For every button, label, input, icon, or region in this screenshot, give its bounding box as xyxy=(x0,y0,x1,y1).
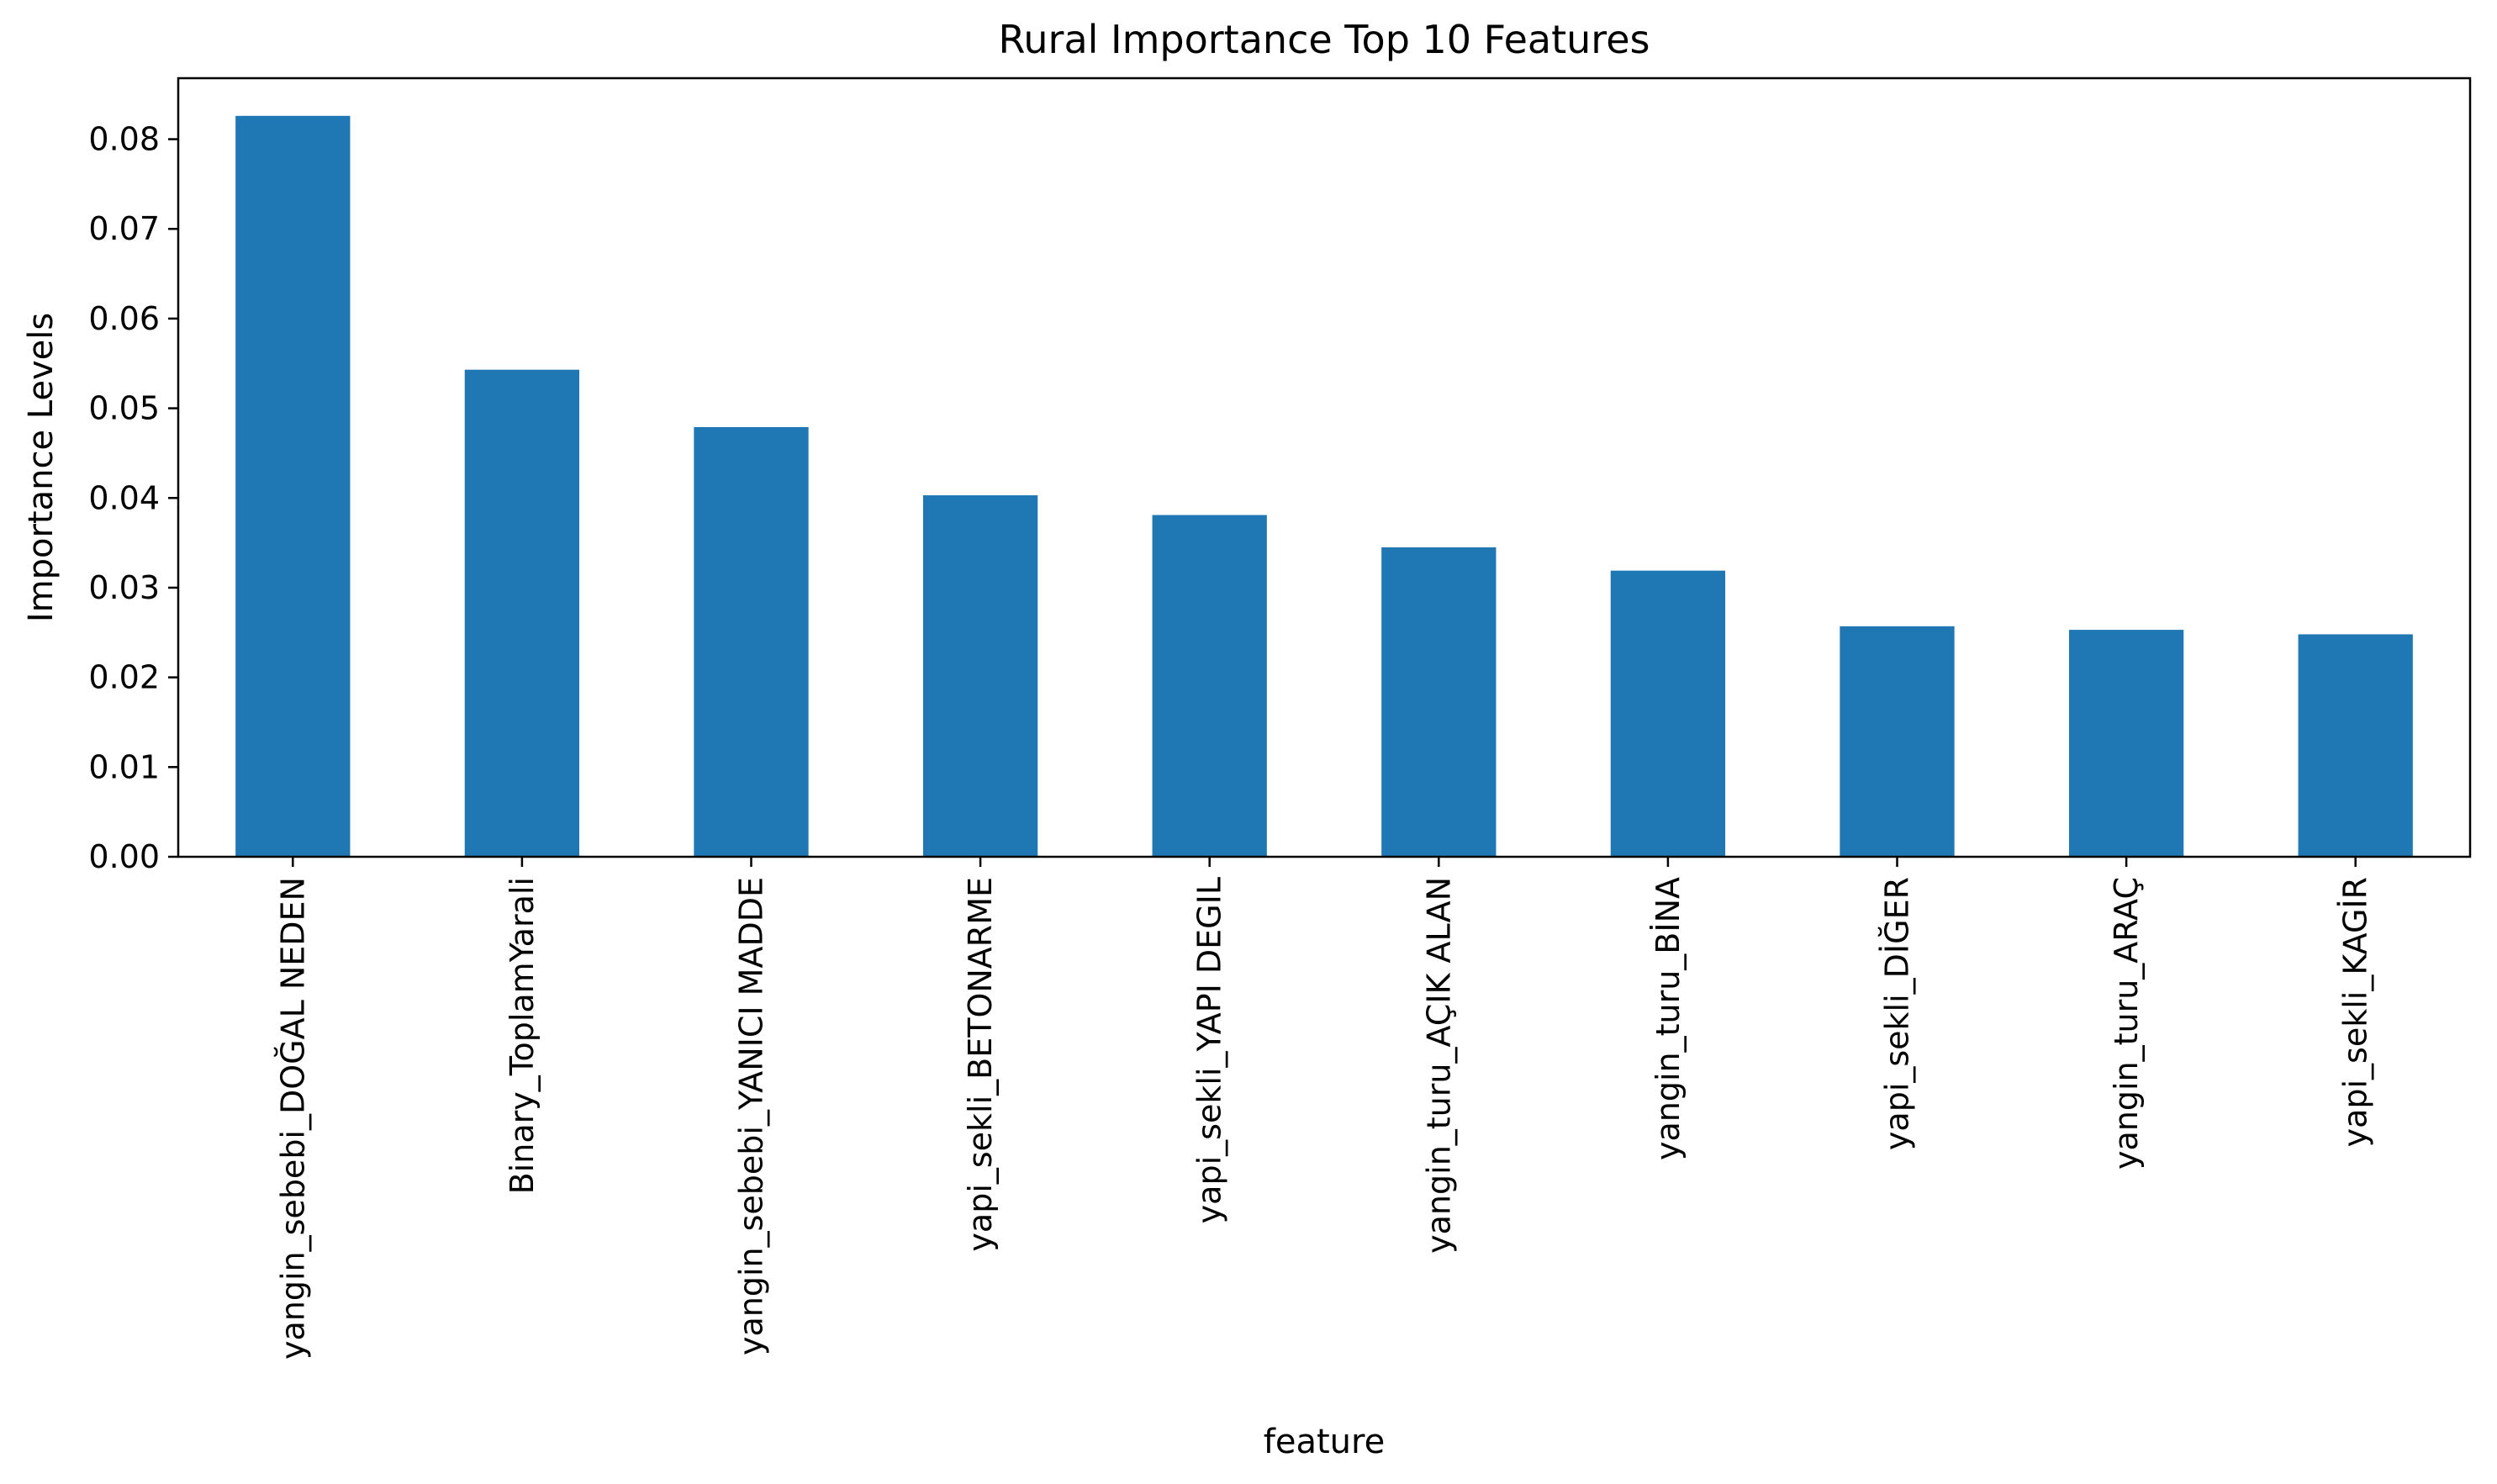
bar xyxy=(2298,634,2413,857)
y-tick-label: 0.07 xyxy=(88,210,160,247)
bar xyxy=(1152,515,1267,857)
x-axis-label: feature xyxy=(1264,1423,1385,1461)
y-tick-label: 0.06 xyxy=(88,300,160,337)
y-tick-label: 0.02 xyxy=(88,659,160,696)
x-axis-ticks: yangin_sebebi_DOĞAL NEDEN Binary_ToplamYa… xyxy=(274,857,2374,1360)
bar xyxy=(922,495,1038,857)
bar xyxy=(464,369,580,858)
y-tick-label: 0.03 xyxy=(88,569,160,606)
x-tick-label: Binary_ToplamYarali xyxy=(504,877,541,1194)
plot-frame xyxy=(177,77,2472,858)
bar xyxy=(2068,630,2184,857)
x-tick-label: yapi_sekli_BETONARME xyxy=(962,877,999,1252)
bar xyxy=(694,426,809,857)
x-tick-label: yapi_sekli_KAGİR xyxy=(2337,877,2374,1147)
x-tick-label: yangin_turu_AÇIK ALAN xyxy=(1420,877,1457,1254)
x-tick-label: yangin_sebebi_YANICI MADDE xyxy=(733,877,770,1355)
y-tick-label: 0.01 xyxy=(88,748,160,785)
y-tick-label: 0.00 xyxy=(88,838,160,875)
chart-title: Rural Importance Top 10 Features xyxy=(999,17,1650,62)
bar xyxy=(1840,626,1955,857)
bar xyxy=(235,115,351,857)
x-tick-label: yapi_sekli_DİĞER xyxy=(1879,877,1916,1150)
x-tick-label: yangin_turu_ARAÇ xyxy=(2108,877,2145,1170)
y-tick-label: 0.08 xyxy=(88,121,160,158)
bar xyxy=(1610,570,1726,857)
y-axis-ticks: 0.00 0.01 0.02 0.03 0.04 0.05 0.06 0.07 0.08 xyxy=(88,121,178,875)
x-tick-label: yapi_sekli_YAPI DEGIL xyxy=(1191,877,1228,1223)
y-tick-label: 0.05 xyxy=(88,390,160,427)
y-axis-label: Importance Levels xyxy=(22,313,61,622)
x-tick-label: yangin_turu_BİNA xyxy=(1650,877,1687,1160)
bar xyxy=(1381,547,1497,857)
y-tick-label: 0.04 xyxy=(88,479,160,516)
bars-group xyxy=(235,115,2413,858)
x-tick-label: yangin_sebebi_DOĞAL NEDEN xyxy=(274,877,311,1360)
